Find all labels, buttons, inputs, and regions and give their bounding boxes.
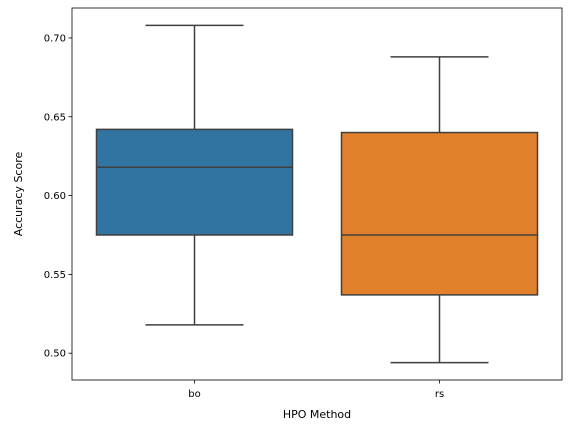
y-axis-ticks: 0.50 0.55 0.60 0.65 0.70 (44, 33, 72, 360)
box-rs (340, 56, 539, 364)
box-body-bo (95, 128, 294, 236)
y-axis-label: Accuracy Score (12, 152, 25, 237)
x-tick-label-rs: rs (435, 389, 444, 400)
y-tick-label: 0.50 (44, 349, 66, 360)
y-tick-label: 0.65 (44, 112, 66, 123)
x-axis-label: HPO Method (283, 408, 351, 421)
box-bo (95, 24, 294, 326)
plot-area (95, 24, 539, 364)
x-axis-ticks: bo rs (188, 380, 444, 400)
y-tick-label: 0.70 (44, 33, 66, 44)
y-tick-label: 0.55 (44, 270, 66, 281)
axes (71, 7, 563, 381)
y-tick-label: 0.60 (44, 191, 66, 202)
axes-frame (71, 7, 563, 381)
box-body-rs (340, 131, 539, 296)
x-tick-label-bo: bo (188, 389, 200, 400)
